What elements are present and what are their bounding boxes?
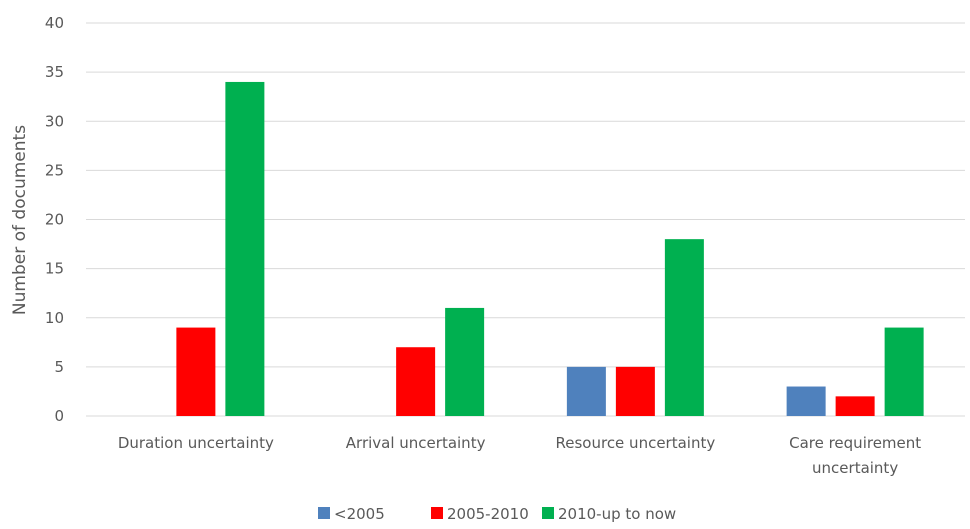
bar: [445, 307, 485, 416]
x-category-label: Arrival uncertainty: [346, 434, 486, 452]
legend-swatch: [542, 507, 554, 519]
bar: [176, 327, 216, 416]
y-tick-label: 25: [45, 161, 64, 179]
bar: [566, 366, 606, 416]
y-tick-label: 20: [45, 211, 64, 229]
y-tick-label: 35: [45, 63, 64, 81]
bar: [225, 81, 265, 416]
legend-label: 2010-up to now: [558, 505, 676, 523]
x-axis-categories: Duration uncertainty Arrival uncertainty R…: [118, 434, 921, 477]
gridlines: [86, 22, 965, 417]
bars: [176, 81, 924, 416]
y-axis-title: Number of documents: [10, 125, 30, 315]
y-tick-label: 0: [54, 407, 64, 425]
bar: [835, 396, 875, 416]
legend-swatch: [318, 507, 330, 519]
y-tick-label: 30: [45, 112, 64, 130]
bar: [615, 366, 655, 416]
y-tick-label: 40: [45, 14, 64, 32]
legend-swatch: [431, 507, 443, 519]
y-tick-label: 5: [54, 358, 64, 376]
bar: [396, 347, 436, 416]
bar: [664, 239, 704, 416]
legend-label: <2005: [334, 505, 385, 523]
legend-label: 2005-2010: [447, 505, 529, 523]
x-category-label: Duration uncertainty: [118, 434, 274, 452]
x-category-label: Care requirement uncertainty: [789, 434, 921, 477]
y-tick-label: 15: [45, 260, 64, 278]
x-category-label: Resource uncertainty: [556, 434, 716, 452]
y-axis-ticks: 0 5 10 15 20 25 30 35 40: [45, 14, 64, 425]
legend: <2005 2005-2010 2010-up to now: [318, 505, 676, 523]
bar: [786, 386, 826, 416]
y-tick-label: 10: [45, 309, 64, 327]
bar: [884, 327, 924, 416]
